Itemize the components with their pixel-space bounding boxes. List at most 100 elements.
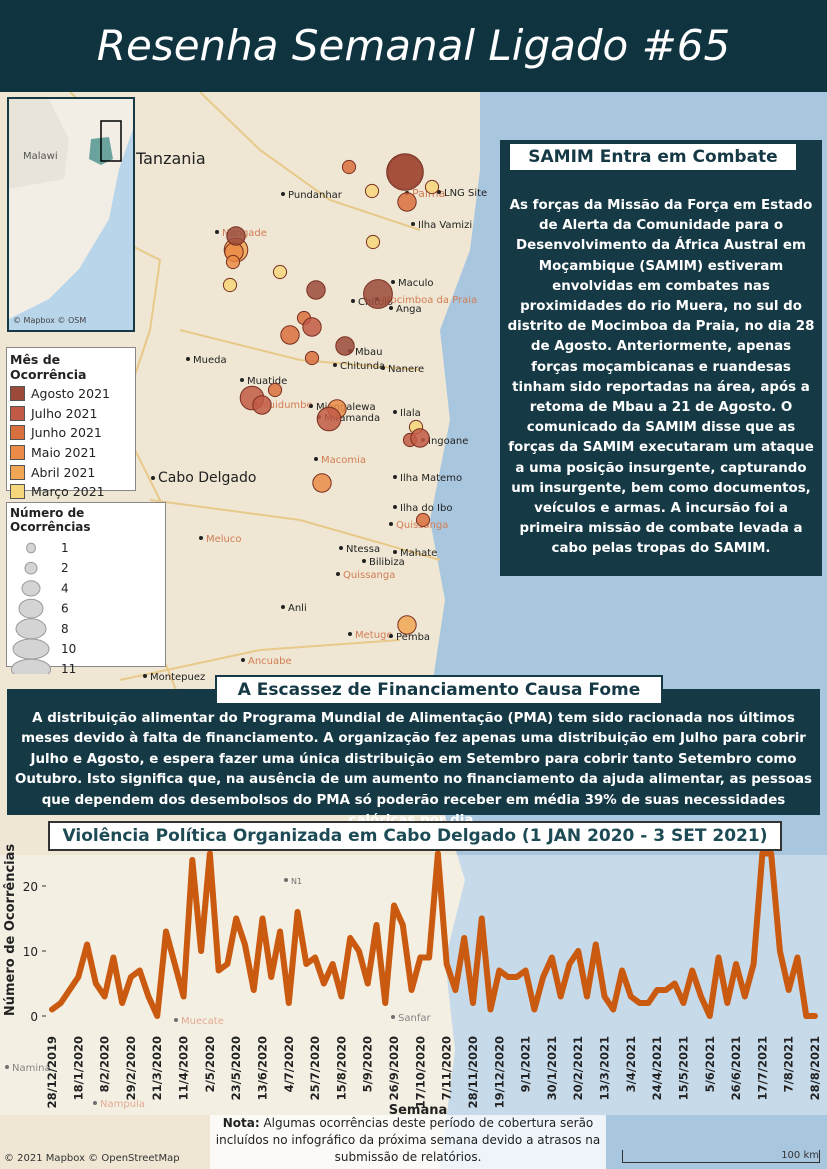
town-dot	[348, 632, 352, 636]
occurrence	[365, 234, 381, 250]
place-label: Ilha Vamizi	[418, 220, 472, 231]
occurrence	[306, 280, 326, 300]
x-tick-label: 13/6/2020	[255, 1036, 269, 1100]
place-label: Anli	[288, 603, 307, 614]
town-dot	[93, 1101, 97, 1105]
legend-item: Julho 2021	[7, 404, 135, 424]
scale-bar: 100 km	[622, 1150, 820, 1163]
place-label: Mitamanda	[324, 413, 380, 424]
land	[9, 99, 69, 189]
place-label: Ingoane	[428, 436, 468, 447]
place-label: Ilala	[400, 408, 421, 419]
y-tick-label: 10	[23, 945, 38, 959]
legend-label: Julho 2021	[31, 405, 98, 421]
town-dot	[351, 299, 355, 303]
place-label: Pundanhar	[288, 190, 343, 201]
x-tick-label: 4/7/2020	[282, 1036, 296, 1092]
place-label: Muatide	[247, 376, 287, 387]
x-tick-label: 19/12/2020	[492, 1036, 506, 1108]
town-dot	[389, 306, 393, 310]
size-swatch	[26, 542, 36, 554]
place-label: Nanere	[388, 364, 424, 375]
town-dot	[393, 505, 397, 509]
town-dot	[333, 363, 337, 367]
town-dot	[284, 878, 288, 882]
occurrence	[335, 336, 355, 356]
occurrence	[341, 159, 357, 175]
town-dot	[199, 536, 203, 540]
title: Resenha Semanal Ligado #65	[0, 0, 827, 92]
place-label: Bilibiza	[369, 557, 405, 568]
box-title: A Escassez de Financiamento Causa Fome	[215, 675, 663, 705]
legend-label: Junho 2021	[31, 425, 102, 441]
legend-item: Agosto 2021	[7, 384, 135, 404]
occurrence	[410, 428, 430, 448]
legend-swatch	[10, 445, 25, 461]
x-tick-label: 28/11/2020	[466, 1036, 480, 1108]
occurrence	[302, 317, 322, 337]
occurrence	[312, 473, 332, 493]
occurrence	[364, 183, 380, 199]
place-label: Muidumbe	[260, 400, 313, 411]
town-dot	[143, 674, 147, 678]
series-line	[49, 850, 818, 1019]
note: Nota: Algumas ocorrências deste período …	[210, 1115, 606, 1169]
size-swatch	[18, 598, 44, 619]
x-tick-label: 11/4/2020	[177, 1036, 191, 1100]
town-dot	[151, 476, 155, 480]
occurrence	[386, 153, 424, 191]
samim-box: SAMIM Entra em Combate As forças da Miss…	[500, 140, 822, 576]
x-tick-label: 15/5/2021	[676, 1036, 690, 1100]
town-dot	[393, 550, 397, 554]
x-tick-label: 26/9/2020	[387, 1036, 401, 1100]
place-label: Ilha Matemo	[400, 473, 462, 484]
town-dot	[393, 475, 397, 479]
x-tick-label: 17/10/2020	[413, 1036, 427, 1108]
x-tick-label: 30/1/2021	[545, 1036, 559, 1100]
size-swatch	[15, 618, 47, 640]
x-tick-label: 17/7/2021	[755, 1036, 769, 1100]
x-tick-label: 18/1/2020	[71, 1036, 85, 1100]
occurrence	[267, 382, 283, 398]
month-legend: Mês de Ocorrência Agosto 2021 Julho 2021 J…	[6, 347, 136, 500]
town-dot	[281, 192, 285, 196]
legend-item: Março 2021	[7, 482, 135, 502]
size-legend-svg: 1 2 4 6 8 10 11	[11, 541, 76, 680]
occurrence	[415, 512, 431, 528]
x-tick-label: 2/5/2020	[203, 1036, 217, 1092]
town-dot	[437, 190, 441, 194]
size-label: 4	[61, 581, 69, 595]
y-axis-label: Número de Ocorrências	[3, 844, 18, 1017]
size-label: 8	[61, 622, 69, 636]
x-axis-label: Semana	[389, 1103, 448, 1118]
place-label: Meluco	[206, 534, 242, 545]
size-label: 11	[61, 662, 76, 674]
road	[69, 91, 441, 701]
town-dot	[174, 1018, 178, 1022]
occurrence	[280, 325, 300, 345]
town-dot	[186, 357, 190, 361]
place-label: Ntessa	[346, 544, 380, 555]
legend-label: Abril 2021	[31, 464, 96, 480]
place-label: Montepuez	[150, 672, 205, 683]
legend-swatch	[10, 484, 25, 500]
town-dot	[5, 1065, 9, 1069]
chart-title: Violência Política Organizada em Cabo De…	[48, 821, 782, 851]
place-label: Mbau	[355, 347, 382, 358]
inset-label: Malawi	[23, 151, 58, 162]
legend-label: Agosto 2021	[31, 386, 110, 402]
occurrence	[222, 277, 238, 293]
legend-item: Maio 2021	[7, 443, 135, 463]
town-dot	[391, 1015, 395, 1019]
x-tick-label: 9/1/2021	[519, 1036, 533, 1092]
legend-title: Mês de Ocorrência	[10, 352, 87, 382]
occurrence	[252, 395, 272, 415]
town-dot	[314, 457, 318, 461]
town-dot	[309, 404, 313, 408]
x-tick-label: 13/3/2021	[598, 1036, 612, 1100]
x-tick-label: 28/12/2019	[45, 1036, 59, 1108]
town-dot	[389, 522, 393, 526]
place-label: LNG Site	[444, 188, 487, 199]
place-label: Maculo	[398, 278, 434, 289]
place-label: Namina	[12, 1063, 51, 1074]
